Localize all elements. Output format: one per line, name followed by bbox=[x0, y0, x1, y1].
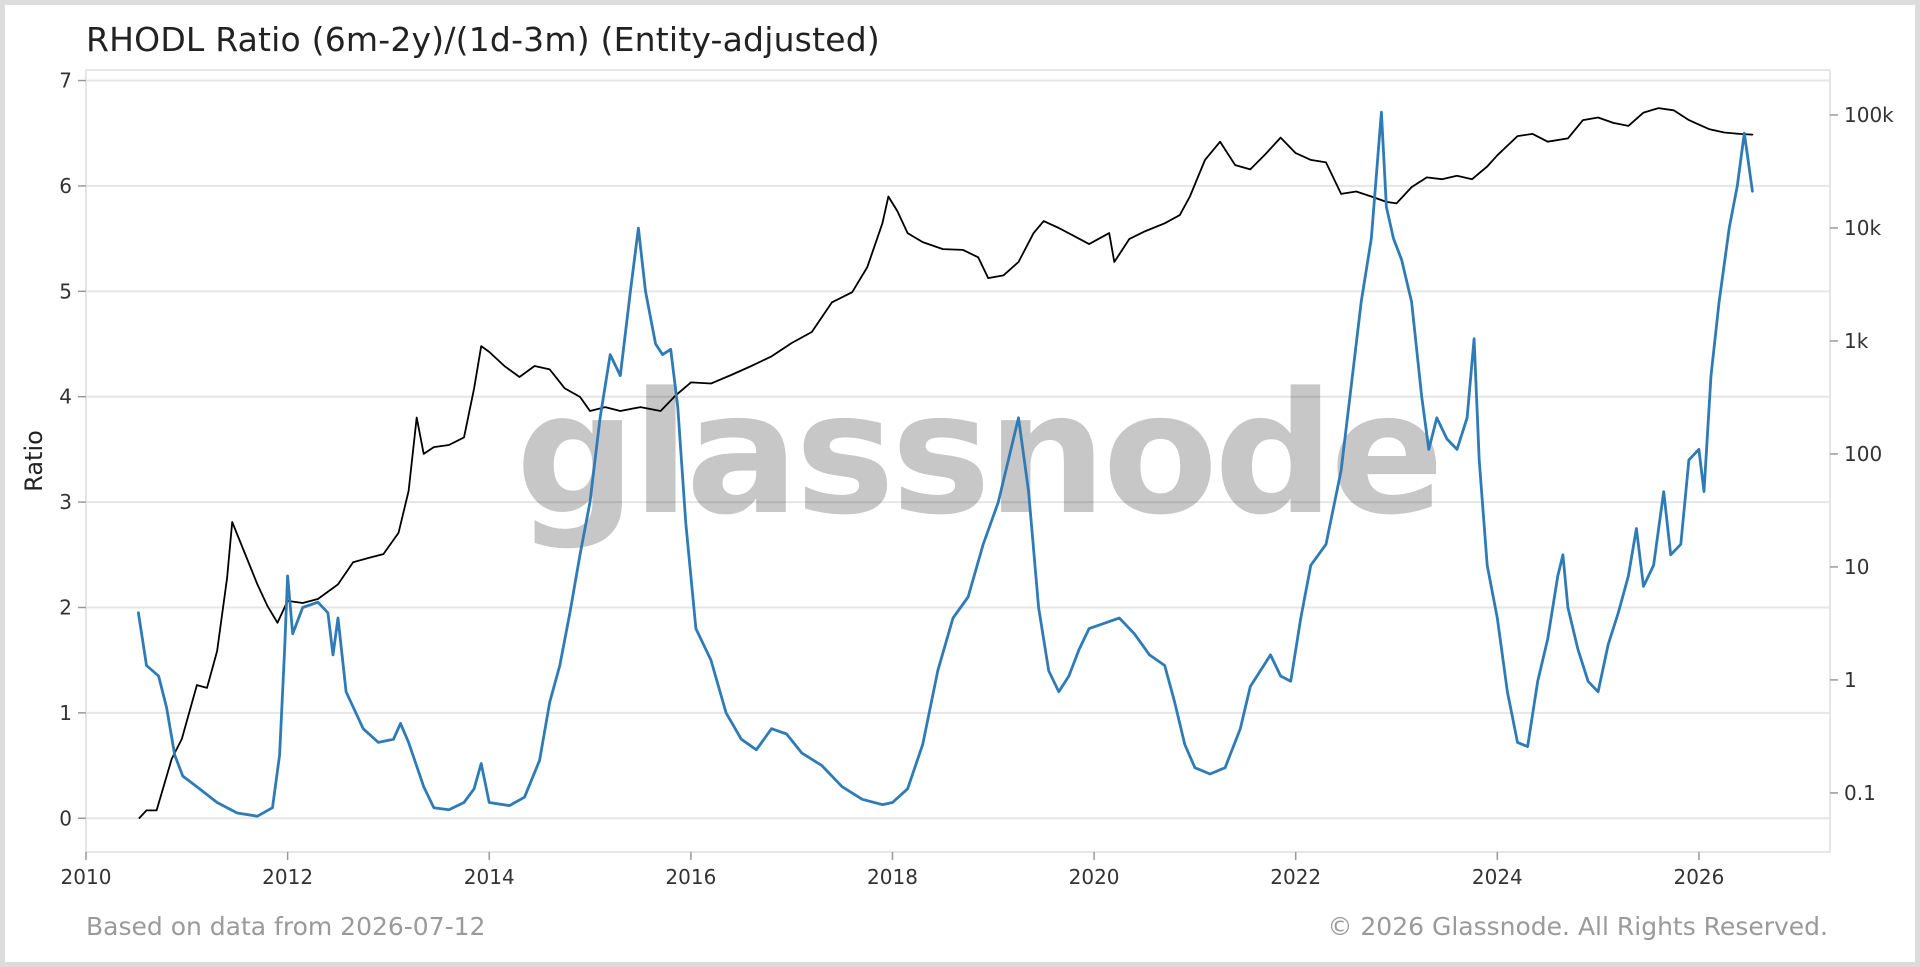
x-tick-label-2016: 2016 bbox=[665, 865, 716, 889]
y-tick-label-1: 1 bbox=[59, 701, 72, 725]
x-tick-label-2014: 2014 bbox=[464, 865, 515, 889]
y2-tick-label-1k: 1k bbox=[1844, 329, 1869, 353]
y-axis-right-ticks: 0.1 1 10 100 1k 10k 100k bbox=[1830, 103, 1894, 805]
series-line-ratio bbox=[137, 110, 1754, 818]
y2-tick-label-0.1: 0.1 bbox=[1844, 781, 1876, 805]
series-group bbox=[137, 107, 1754, 819]
chart-title: RHODL Ratio (6m-2y)/(1d-3m) (Entity-adju… bbox=[86, 20, 880, 59]
x-tick-label-2026: 2026 bbox=[1673, 865, 1724, 889]
y-axis-left-ticks: 0 1 2 3 4 5 6 7 bbox=[59, 69, 86, 830]
y-tick-label-4: 4 bbox=[59, 385, 72, 409]
x-tick-label-2024: 2024 bbox=[1472, 865, 1523, 889]
y-tick-label-5: 5 bbox=[59, 279, 72, 303]
x-tick-label-2020: 2020 bbox=[1069, 865, 1120, 889]
data-date-note: Based on data from 2026-07-12 bbox=[86, 912, 486, 941]
x-tick-label-2018: 2018 bbox=[867, 865, 918, 889]
grid-lines bbox=[86, 79, 1830, 820]
y-tick-label-6: 6 bbox=[59, 174, 72, 198]
plot-border bbox=[85, 69, 1831, 853]
x-tick-label-2022: 2022 bbox=[1270, 865, 1321, 889]
y-tick-label-3: 3 bbox=[59, 490, 72, 514]
watermark-logo: glassnode bbox=[516, 356, 1440, 552]
x-axis-ticks: 2010 2012 2014 2016 2018 2020 2022 2024 2026 bbox=[61, 852, 1724, 889]
series-line-price bbox=[138, 107, 1754, 819]
y2-tick-label-10k: 10k bbox=[1844, 216, 1881, 240]
y2-tick-label-10: 10 bbox=[1844, 555, 1869, 579]
x-tick-label-2010: 2010 bbox=[61, 865, 112, 889]
y-axis-label: Ratio bbox=[20, 430, 48, 492]
copyright-notice: © 2026 Glassnode. All Rights Reserved. bbox=[1327, 912, 1828, 941]
y-tick-label-7: 7 bbox=[59, 69, 72, 93]
x-tick-label-2012: 2012 bbox=[262, 865, 313, 889]
y2-tick-label-100k: 100k bbox=[1844, 103, 1894, 127]
y2-tick-label-100: 100 bbox=[1844, 442, 1882, 466]
y-tick-label-2: 2 bbox=[59, 595, 72, 619]
y-tick-label-0: 0 bbox=[59, 806, 72, 830]
y2-tick-label-1: 1 bbox=[1844, 668, 1857, 692]
